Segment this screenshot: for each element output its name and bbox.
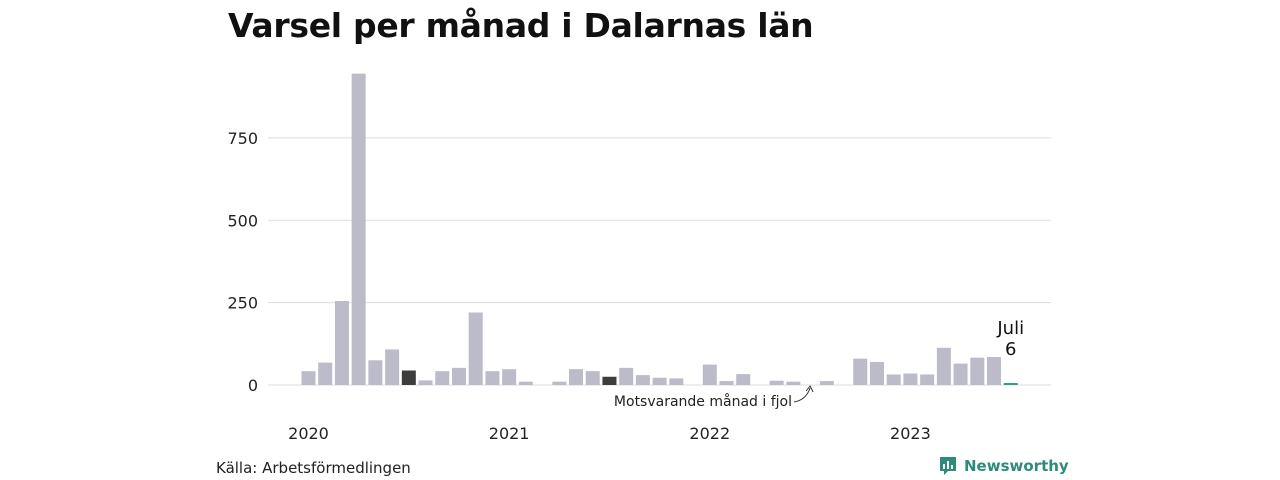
y-tick-label: 0 [248, 376, 258, 395]
newsworthy-logo-icon [940, 457, 956, 475]
y-tick-label: 750 [227, 129, 258, 148]
chart-title: Varsel per månad i Dalarnas län [228, 6, 814, 45]
annotation-arrow [793, 387, 811, 403]
bar-2023-02 [920, 374, 935, 385]
bar-2021-06 [585, 371, 600, 385]
gridlines [268, 137, 1051, 386]
bar-2021-11 [669, 378, 684, 385]
bar-2021-04 [552, 381, 567, 385]
x-tick-label: 2021 [489, 424, 530, 443]
brand-name: Newsworthy [964, 457, 1069, 475]
x-tick-label: 2022 [689, 424, 730, 443]
bar-2023-03 [936, 347, 951, 385]
bar-2021-09 [635, 375, 650, 385]
x-tick-label: 2023 [890, 424, 931, 443]
bar-2023-01 [903, 373, 918, 385]
bar-2020-10 [451, 367, 466, 385]
bar-2022-08 [819, 381, 834, 385]
bar-2021-10 [652, 377, 667, 385]
bar-2020-12 [485, 371, 500, 385]
bar-2022-10 [853, 358, 868, 385]
y-axis-ticks: 0 250 500 750 [227, 129, 258, 395]
bar-2021-05 [569, 369, 584, 385]
annotation-arrowhead [805, 385, 814, 393]
bar-2020-07 [401, 370, 416, 385]
bar-2020-09 [435, 371, 450, 385]
bar-2023-04 [953, 363, 968, 385]
bar-2021-01 [502, 369, 517, 385]
bar-2022-05 [769, 380, 784, 385]
bar-2021-02 [518, 381, 533, 385]
bar-2020-08 [418, 380, 433, 385]
bar-2020-04 [351, 73, 366, 385]
bar-2022-03 [736, 374, 751, 385]
bar-2022-06 [786, 381, 801, 385]
bar-2021-08 [619, 367, 634, 385]
y-tick-label: 250 [227, 294, 258, 313]
x-axis-ticks: 2020 2021 2022 2023 [288, 424, 931, 443]
bar-2020-01 [301, 371, 316, 385]
same-month-note: Motsvarande månad i fjol [614, 393, 792, 410]
bar-2023-05 [970, 357, 985, 385]
y-tick-label: 500 [227, 211, 258, 230]
bar-2023-07 [1003, 383, 1018, 385]
bar-2021-07 [602, 376, 617, 385]
bar-2023-06 [987, 356, 1002, 385]
bar-2022-12 [886, 374, 901, 385]
bar-2020-02 [318, 362, 333, 385]
bar-2022-01 [702, 364, 717, 385]
bar-2022-02 [719, 381, 734, 385]
current-value-label: 6 [1005, 339, 1016, 360]
bar-2020-03 [334, 300, 349, 385]
brand-logo: Newsworthy [938, 455, 1069, 477]
bar-2022-11 [869, 361, 884, 385]
x-tick-label: 2020 [288, 424, 329, 443]
source-note: Källa: Arbetsförmedlingen [216, 459, 411, 477]
bar-2020-05 [368, 360, 383, 385]
bars [301, 73, 1018, 385]
bar-2020-11 [468, 312, 483, 385]
bar-2020-06 [385, 349, 400, 385]
current-month-label: Juli [996, 318, 1024, 339]
